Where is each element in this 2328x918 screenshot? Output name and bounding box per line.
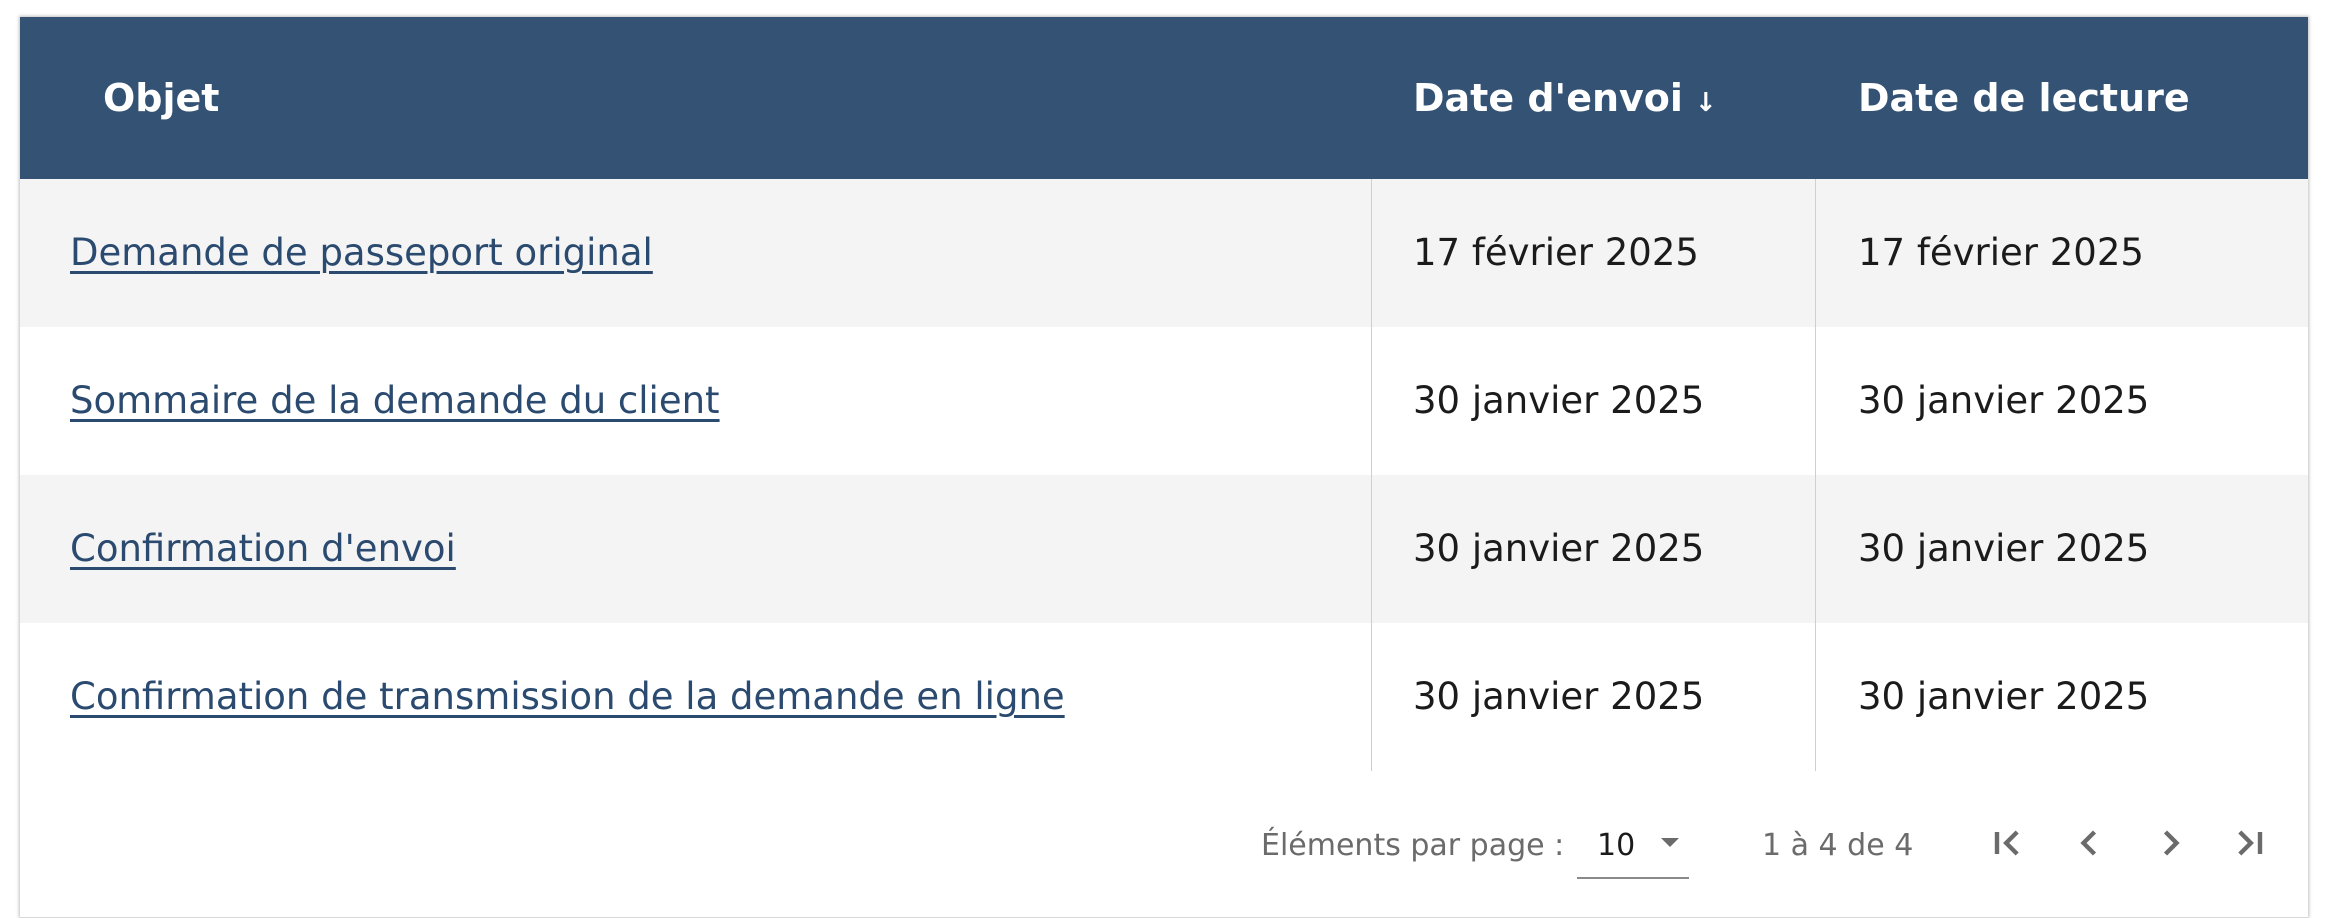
documents-table-card: Objet Date d'envoi ↓ Date de lecture Dema… — [20, 17, 2308, 917]
column-label: Date d'envoi — [1413, 76, 1683, 120]
date-lecture: 30 janvier 2025 — [1858, 675, 2150, 718]
column-divider — [1815, 179, 1816, 771]
date-envoi: 30 janvier 2025 — [1413, 527, 1705, 570]
items-per-page-label: Éléments par page : — [1261, 828, 1565, 863]
table-row: Sommaire de la demande du client 30 janv… — [20, 327, 2308, 475]
date-envoi: 17 février 2025 — [1413, 231, 1699, 274]
table-row: Confirmation de transmission de la deman… — [20, 623, 2308, 771]
paginator: Éléments par page : 10 1 à 4 de 4 — [20, 771, 2308, 917]
date-envoi: 30 janvier 2025 — [1413, 379, 1705, 422]
column-label: Objet — [103, 76, 220, 120]
date-lecture: 30 janvier 2025 — [1858, 379, 2150, 422]
arrow-down-icon: ↓ — [1694, 88, 1717, 118]
next-page-icon[interactable] — [2149, 821, 2193, 865]
items-per-page-select[interactable]: 10 — [1577, 819, 1689, 879]
table-header: Objet Date d'envoi ↓ Date de lecture — [20, 17, 2308, 179]
document-link[interactable]: Confirmation de transmission de la deman… — [70, 675, 1065, 718]
document-link[interactable]: Sommaire de la demande du client — [70, 379, 720, 422]
column-divider — [1371, 179, 1372, 771]
items-per-page-value: 10 — [1597, 828, 1636, 863]
column-header-date-envoi[interactable]: Date d'envoi ↓ — [1413, 17, 1717, 179]
first-page-icon[interactable] — [1986, 821, 2030, 865]
range-label: 1 à 4 de 4 — [1762, 828, 1914, 863]
date-envoi: 30 janvier 2025 — [1413, 675, 1705, 718]
last-page-icon[interactable] — [2227, 821, 2271, 865]
column-label: Date de lecture — [1858, 76, 2190, 120]
table-row: Demande de passeport original 17 février… — [20, 179, 2308, 327]
document-link[interactable]: Demande de passeport original — [70, 231, 653, 274]
dropdown-arrow-icon — [1661, 838, 1679, 847]
table-row: Confirmation d'envoi 30 janvier 2025 30 … — [20, 475, 2308, 623]
previous-page-icon[interactable] — [2067, 821, 2111, 865]
date-lecture: 30 janvier 2025 — [1858, 527, 2150, 570]
column-header-objet[interactable]: Objet — [103, 17, 219, 179]
date-lecture: 17 février 2025 — [1858, 231, 2144, 274]
column-header-date-lecture[interactable]: Date de lecture — [1858, 17, 2190, 179]
document-link[interactable]: Confirmation d'envoi — [70, 527, 456, 570]
